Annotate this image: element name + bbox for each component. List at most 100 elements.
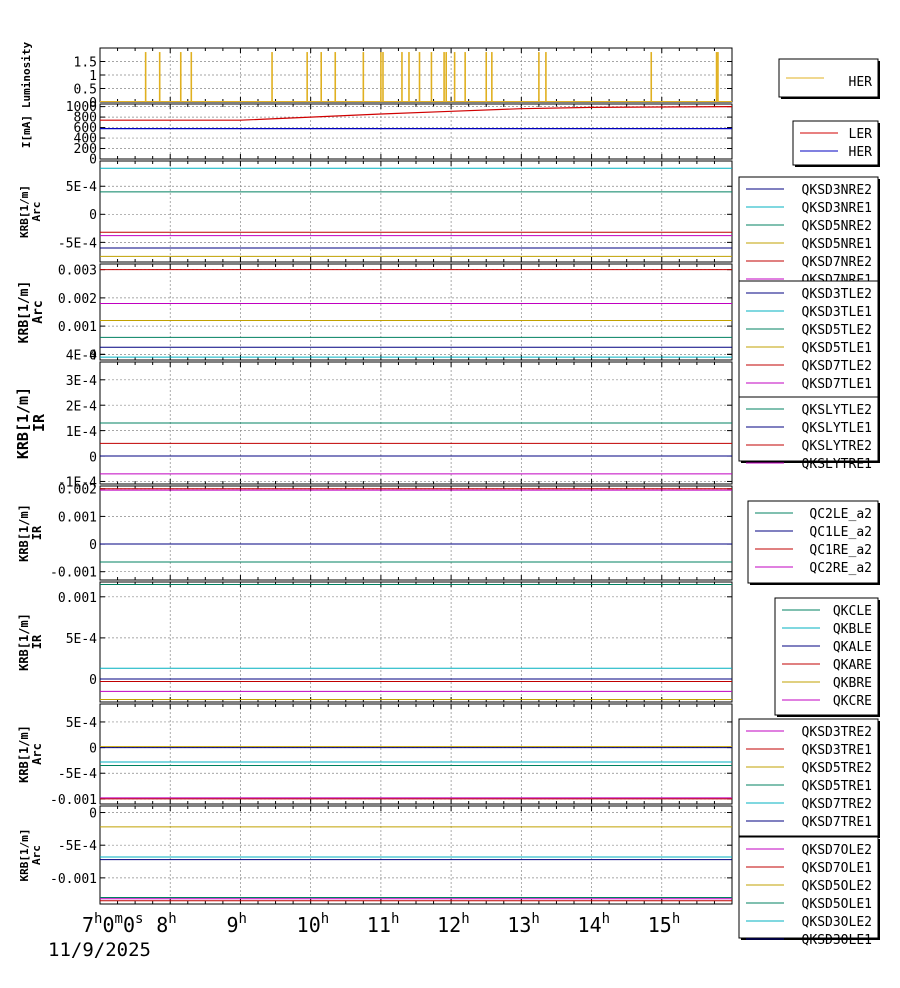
- plot-frame: [99, 703, 733, 805]
- legend-label: QKSD7TRE2: [802, 797, 872, 812]
- legend-label: QC1RE_a2: [809, 543, 872, 558]
- x-tick-label: 8h: [156, 911, 176, 937]
- y-tick-label: 800: [74, 111, 97, 126]
- legend-box: [738, 718, 879, 837]
- y-axis-label: KRB[1/m]Arc: [17, 281, 46, 344]
- plot-frame: [99, 485, 733, 581]
- y-tick-label: 0: [89, 673, 97, 688]
- legend-label: QKSD5TRE2: [802, 761, 872, 776]
- legend-label: QKSD7NRE2: [802, 255, 872, 270]
- legend: QKSD3TRE2 QKSD3TRE1 QKSD5TRE2 QKSD5TRE1 QKSD…: [738, 718, 880, 838]
- y-tick-label: 5E-4: [66, 716, 97, 731]
- x-tick-label: 11h: [367, 911, 400, 937]
- y-tick-label: 200: [74, 142, 97, 157]
- y-tick-label: -0.001: [50, 872, 97, 887]
- y-tick-label: 600: [74, 121, 97, 136]
- y-tick-label: 0.003: [58, 264, 97, 279]
- x-tick-label: 9h: [226, 911, 246, 937]
- y-tick-label: 0: [89, 208, 97, 223]
- x-tick-label: 15h: [648, 911, 681, 937]
- legend-label: QKSD5TLE1: [802, 341, 872, 356]
- legend: LER HER: [792, 120, 880, 167]
- y-tick-label: -5E-4: [58, 839, 97, 854]
- x-tick-label: 14h: [578, 911, 611, 937]
- legend-label: QC1LE_a2: [809, 525, 872, 540]
- x-tick-label: 13h: [507, 911, 540, 937]
- y-tick-label: 1E-4: [66, 425, 97, 440]
- legend-label: QKARE: [833, 658, 872, 673]
- panel-8: 5E-4 0 -5E-4 -0.001 KRB[1/m]Arc QKSD3TRE2 QKSD…: [17, 703, 880, 838]
- legend-label: LER: [849, 127, 873, 142]
- legend-label: QKSD5NRE1: [802, 237, 872, 252]
- legend-label: QKSD3NRE1: [802, 201, 872, 216]
- legend-box: [792, 120, 879, 166]
- y-tick-label: 2E-4: [66, 399, 97, 414]
- legend-label: QKSD7TLE2: [802, 359, 872, 374]
- legend-label: QKCRE: [833, 694, 872, 709]
- y-axis-label: KRB[1/m]IR: [17, 504, 44, 562]
- legend-label: QKSD7OLE1: [802, 861, 872, 876]
- legend-label: QKSD7OLE2: [802, 843, 872, 858]
- legend-label: HER: [849, 145, 873, 160]
- legend-label: QKSLYTRE2: [802, 439, 872, 454]
- y-tick-label: 0: [89, 806, 97, 821]
- panel-3: 5E-40-5E-4KRB[1/m]ArcQKSD3NRE2QKSD3NRE1Q…: [18, 160, 880, 296]
- y-tick-label: 0: [89, 348, 97, 363]
- y-tick-label: -0.001: [50, 793, 97, 808]
- y-tick-label: 0.001: [58, 510, 97, 525]
- legend-box: [738, 280, 879, 399]
- y-tick-label: -0.001: [50, 566, 97, 581]
- y-tick-label: 5E-4: [66, 180, 97, 195]
- legend-label: QKSD3TLE1: [802, 305, 872, 320]
- y-tick-label: -5E-4: [58, 767, 97, 782]
- legend-label: QKSD3OLE1: [802, 933, 872, 948]
- legend-box: [774, 597, 879, 716]
- time-axis: 7h0m0s 8h 9h 10h 11h 12h 13h 14h 15h 11/9/2025: [48, 911, 680, 961]
- y-tick-label: 400: [74, 132, 97, 147]
- legend: HER: [778, 58, 880, 99]
- legend-label: QKSD3OLE2: [802, 915, 872, 930]
- panel-7: 0.001 5E-4 0 KRB[1/m]IR QKCLE QKBLE QKALE QKARE…: [17, 581, 880, 717]
- legend-label: QKSD3TRE2: [802, 725, 872, 740]
- plot-frame: [99, 160, 733, 263]
- legend-label: QC2LE_a2: [809, 507, 872, 522]
- legend-box: [738, 176, 879, 295]
- y-tick-label: -5E-4: [58, 236, 97, 251]
- legend-box: [738, 396, 879, 462]
- legend-label: QKCLE: [833, 604, 872, 619]
- x-tick-label: 10h: [297, 911, 330, 937]
- legend-label: QKSLYTLE1: [802, 421, 872, 436]
- y-tick-label: 0: [89, 538, 97, 553]
- y-tick-label: 5E-4: [66, 632, 97, 647]
- y-tick-label: 0: [89, 96, 97, 111]
- legend-label: QKSD3TLE2: [802, 287, 872, 302]
- x-tick-label: 12h: [437, 911, 470, 937]
- y-tick-label: 0: [89, 741, 97, 756]
- legend-label: QKBLE: [833, 622, 872, 637]
- y-tick-label: 1: [89, 69, 97, 84]
- legend-label: QKALE: [833, 640, 872, 655]
- legend: QC2LE_a2 QC1LE_a2 QC1RE_a2 QC2RE_a2: [747, 500, 880, 585]
- y-axis-label: KRB[1/m]Arc: [17, 725, 44, 783]
- y-axis-label: I[mA]: [20, 115, 33, 148]
- y-tick-label: 0.002: [58, 292, 97, 307]
- legend-label: QKSD5TRE1: [802, 779, 872, 794]
- plot-frame: [99, 581, 733, 703]
- legend-label: QKSD3NRE2: [802, 183, 872, 198]
- plot-frame: [99, 263, 733, 361]
- date-label: 11/9/2025: [48, 939, 151, 961]
- legend-label: HER: [849, 75, 873, 90]
- y-axis-label: KRB[1/m]IR: [14, 387, 48, 459]
- y-tick-label: 0.001: [58, 320, 97, 335]
- y-tick-label: 4E-4: [66, 349, 97, 364]
- legend-label: QKSD5TLE2: [802, 323, 872, 338]
- y-tick-label: 0: [89, 450, 97, 465]
- legend: QKCLE QKBLE QKALE QKARE QKBRE QKCRE: [774, 597, 880, 717]
- y-tick-label: 1.5: [74, 55, 97, 70]
- legend-label: QKSD7TLE1: [802, 377, 872, 392]
- panel-1: 00.511.5 Luminosity HER: [20, 42, 880, 111]
- legend-label: QKBRE: [833, 676, 872, 691]
